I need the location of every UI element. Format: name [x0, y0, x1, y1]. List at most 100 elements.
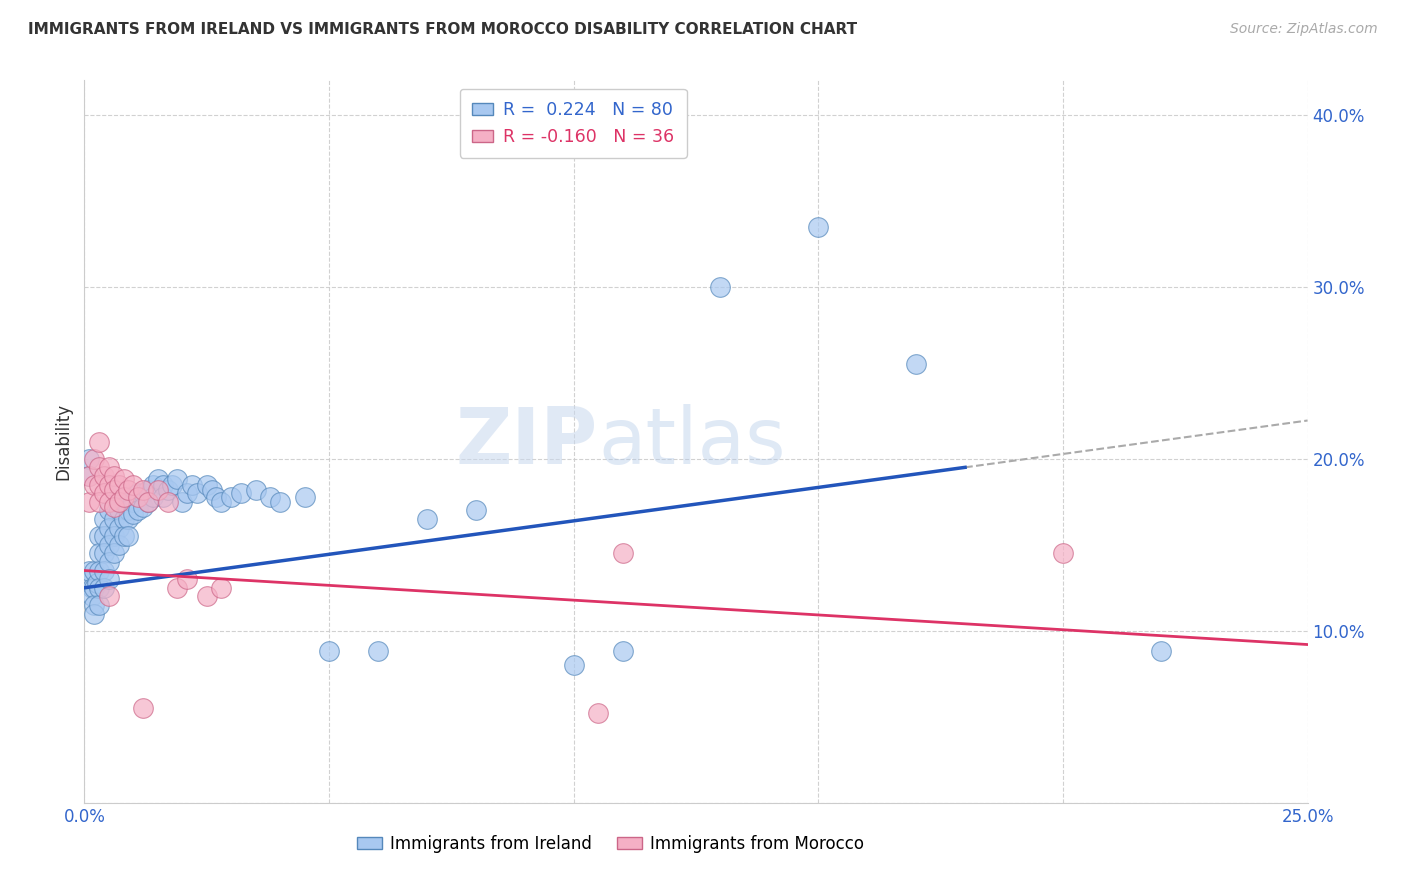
Point: [186, 486, 208, 500]
Point: [209, 581, 232, 595]
Point: [172, 494, 194, 508]
Point: [93, 546, 115, 560]
Text: Source: ZipAtlas.com: Source: ZipAtlas.com: [1230, 22, 1378, 37]
Point: [112, 529, 135, 543]
Point: [122, 477, 145, 491]
Point: [1052, 546, 1074, 560]
Point: [294, 490, 316, 504]
Point: [77, 564, 100, 578]
Point: [136, 494, 159, 508]
Point: [562, 658, 585, 673]
Point: [76, 572, 98, 586]
Point: [112, 490, 135, 504]
Point: [132, 486, 155, 500]
Point: [97, 503, 120, 517]
Point: [77, 451, 100, 466]
Point: [87, 529, 110, 543]
Point: [87, 477, 110, 491]
Point: [80, 590, 103, 604]
Point: [117, 483, 139, 497]
Text: ZIP: ZIP: [456, 403, 598, 480]
Point: [367, 644, 389, 658]
Point: [416, 512, 439, 526]
Point: [97, 572, 120, 586]
Point: [103, 546, 125, 560]
Point: [83, 477, 105, 491]
Point: [156, 483, 179, 497]
Y-axis label: Disability: Disability: [55, 403, 73, 480]
Point: [77, 469, 100, 483]
Point: [181, 477, 204, 491]
Point: [112, 472, 135, 486]
Point: [97, 460, 120, 475]
Point: [245, 483, 267, 497]
Point: [93, 564, 115, 578]
Point: [117, 503, 139, 517]
Point: [156, 494, 179, 508]
Point: [142, 490, 165, 504]
Point: [103, 483, 125, 497]
Point: [146, 483, 169, 497]
Point: [136, 483, 159, 497]
Point: [103, 512, 125, 526]
Point: [132, 701, 155, 715]
Point: [127, 486, 149, 500]
Point: [209, 494, 232, 508]
Point: [132, 500, 155, 514]
Point: [117, 529, 139, 543]
Point: [93, 529, 115, 543]
Point: [205, 490, 228, 504]
Point: [142, 477, 165, 491]
Point: [97, 494, 120, 508]
Point: [97, 590, 120, 604]
Point: [176, 486, 198, 500]
Point: [97, 520, 120, 534]
Point: [80, 581, 103, 595]
Point: [112, 494, 135, 508]
Point: [107, 538, 129, 552]
Point: [195, 477, 218, 491]
Point: [77, 494, 100, 508]
Point: [86, 575, 108, 590]
Point: [219, 490, 242, 504]
Point: [166, 581, 188, 595]
Point: [87, 564, 110, 578]
Point: [87, 598, 110, 612]
Point: [107, 503, 129, 517]
Point: [166, 472, 188, 486]
Text: atlas: atlas: [598, 403, 786, 480]
Point: [127, 490, 149, 504]
Point: [107, 477, 129, 491]
Point: [176, 572, 198, 586]
Point: [1150, 644, 1173, 658]
Point: [83, 451, 105, 466]
Point: [93, 581, 115, 595]
Point: [93, 486, 115, 500]
Point: [93, 512, 115, 526]
Point: [112, 512, 135, 526]
Point: [229, 486, 252, 500]
Point: [103, 469, 125, 483]
Point: [97, 477, 120, 491]
Point: [87, 494, 110, 508]
Legend: Immigrants from Ireland, Immigrants from Morocco: Immigrants from Ireland, Immigrants from…: [350, 828, 870, 860]
Text: IMMIGRANTS FROM IRELAND VS IMMIGRANTS FROM MOROCCO DISABILITY CORRELATION CHART: IMMIGRANTS FROM IRELAND VS IMMIGRANTS FR…: [28, 22, 858, 37]
Point: [77, 469, 100, 483]
Point: [83, 581, 105, 595]
Point: [200, 483, 222, 497]
Point: [259, 490, 281, 504]
Point: [127, 503, 149, 517]
Point: [97, 555, 120, 569]
Point: [97, 538, 120, 552]
Point: [87, 434, 110, 449]
Point: [122, 507, 145, 521]
Point: [162, 477, 184, 491]
Point: [709, 279, 731, 293]
Point: [152, 477, 174, 491]
Point: [146, 472, 169, 486]
Point: [107, 494, 129, 508]
Point: [83, 607, 105, 621]
Point: [103, 529, 125, 543]
Point: [586, 706, 609, 721]
Point: [612, 546, 634, 560]
